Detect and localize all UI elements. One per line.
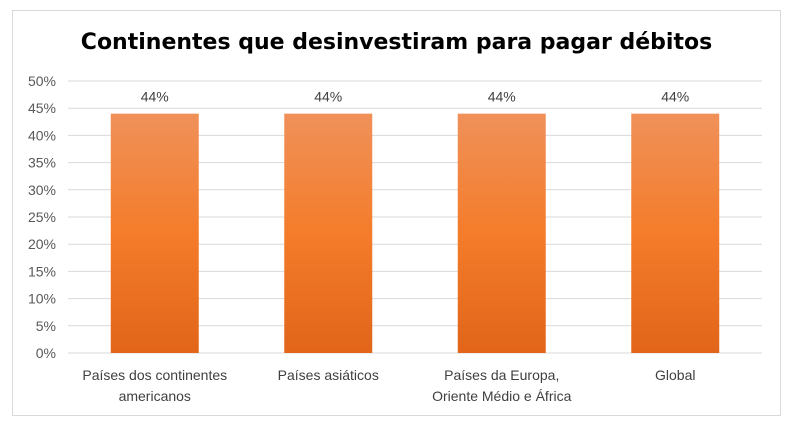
y-tick-label: 0% xyxy=(36,345,56,361)
y-tick-label: 5% xyxy=(36,318,56,334)
category-label: Global xyxy=(655,367,695,383)
data-label: 44% xyxy=(661,89,689,105)
bar xyxy=(284,113,373,353)
y-tick-label: 30% xyxy=(28,182,56,198)
cropped-caption-strip xyxy=(0,418,797,426)
data-labels: 44% 44% 44% 44% xyxy=(141,89,690,105)
category-labels: Países dos continentes americanos Países a… xyxy=(82,367,695,404)
category-label: Oriente Médio e África xyxy=(432,388,571,404)
y-axis-ticks: 0% 5% 10% 15% 20% 25% 30% 35% 40% 45% 50% xyxy=(28,73,56,361)
y-tick-label: 40% xyxy=(28,127,56,143)
bar xyxy=(457,113,546,353)
y-tick-label: 25% xyxy=(28,209,56,225)
category-label: americanos xyxy=(119,388,191,404)
category-label: Países da Europa, xyxy=(444,367,559,383)
data-label: 44% xyxy=(141,89,169,105)
category-label: Países asiáticos xyxy=(278,367,379,383)
chart-title: Continentes que desinvestiram para pagar… xyxy=(80,30,713,55)
bar xyxy=(110,113,199,353)
bars xyxy=(110,113,720,353)
bar xyxy=(631,113,720,353)
y-tick-label: 35% xyxy=(28,155,56,171)
y-tick-label: 20% xyxy=(28,236,56,252)
y-tick-label: 50% xyxy=(28,73,56,89)
y-tick-label: 15% xyxy=(28,263,56,279)
y-tick-label: 10% xyxy=(28,291,56,307)
category-label: Países dos continentes xyxy=(82,367,227,383)
data-label: 44% xyxy=(314,89,342,105)
y-tick-label: 45% xyxy=(28,100,56,116)
data-label: 44% xyxy=(488,89,516,105)
